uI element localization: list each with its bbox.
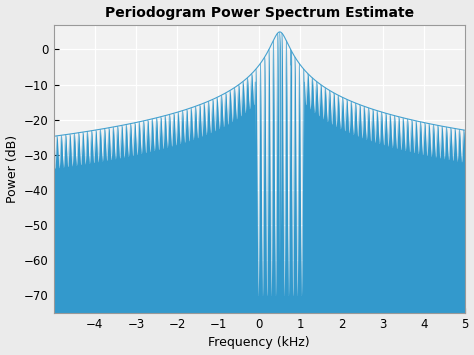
Y-axis label: Power (dB): Power (dB) [6, 135, 18, 203]
Title: Periodogram Power Spectrum Estimate: Periodogram Power Spectrum Estimate [105, 6, 414, 20]
X-axis label: Frequency (kHz): Frequency (kHz) [209, 337, 310, 349]
